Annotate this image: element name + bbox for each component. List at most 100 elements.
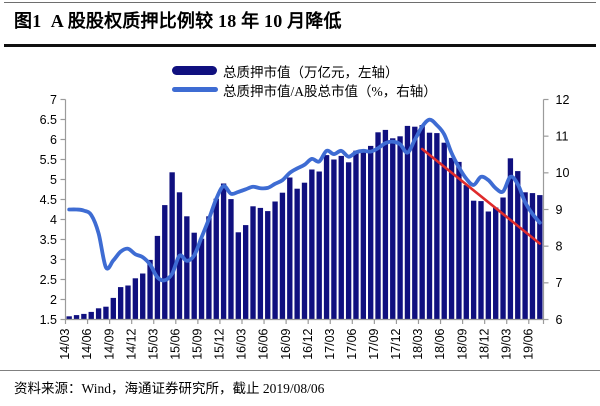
bar: [147, 259, 153, 320]
x-axis-label: 14/06: [80, 328, 94, 359]
bar: [441, 142, 447, 320]
bar: [507, 158, 514, 320]
bar: [500, 197, 506, 320]
bar: [287, 177, 293, 320]
bar: [419, 125, 425, 320]
bar: [434, 133, 440, 320]
bar: [331, 159, 337, 320]
bar: [191, 232, 197, 320]
left-axis-label: 6: [50, 133, 57, 147]
x-axis-label: 18/03: [411, 328, 425, 359]
x-axis-label: 17/12: [389, 328, 403, 359]
source-note: 资料来源：Wind，海通证券研究所，截止 2019/08/06: [14, 381, 325, 396]
bar: [537, 195, 543, 320]
left-axis-label: 5.5: [40, 153, 57, 167]
bar: [250, 206, 256, 320]
ratio-line: [67, 117, 542, 283]
bar: [235, 232, 241, 320]
legend-item-label: 总质押市值/A股总市值（%，右轴）: [223, 83, 437, 99]
bar: [103, 306, 109, 320]
x-axis-label: 16/06: [257, 328, 271, 359]
x-axis-label: 19/06: [521, 328, 535, 359]
bar: [169, 172, 175, 320]
right-axis-label: 10: [556, 166, 570, 180]
bar: [265, 211, 271, 320]
x-axis-label: 19/03: [499, 328, 513, 359]
x-axis-label: 15/09: [191, 328, 205, 359]
legend-item-pledged-value: 总质押市值（万亿元，左轴）: [172, 61, 437, 80]
legend-item-pledge-ratio: 总质押市值/A股总市值（%，右轴）: [172, 80, 437, 99]
bar: [493, 207, 499, 320]
bar: [272, 201, 278, 320]
bar: [301, 182, 308, 320]
bar: [81, 313, 87, 320]
bar: [184, 216, 190, 320]
bar: [397, 136, 403, 320]
bar: [213, 198, 219, 320]
top-divider: [4, 2, 596, 3]
x-axis-label: 16/09: [279, 328, 293, 359]
bar: [294, 188, 300, 320]
bar: [522, 192, 528, 320]
right-axis-label: 8: [556, 239, 563, 253]
bar: [360, 152, 367, 320]
x-axis-label: 17/06: [345, 328, 359, 359]
bar: [404, 125, 411, 320]
x-axis-label: 15/03: [146, 328, 160, 359]
left-axis-label: 5: [50, 173, 57, 187]
legend: 总质押市值（万亿元，左轴） 总质押市值/A股总市值（%，右轴）: [172, 61, 437, 99]
x-axis-label: 15/12: [213, 328, 227, 359]
bar: [345, 162, 352, 320]
bar: [529, 193, 536, 320]
bar: [470, 200, 477, 320]
right-axis-label: 12: [556, 93, 570, 107]
left-axis-label: 4.5: [40, 193, 57, 207]
left-axis-label: 7: [50, 93, 57, 107]
bar: [485, 211, 492, 320]
left-axis-label: 1.5: [40, 313, 57, 327]
bar: [390, 138, 396, 320]
x-axis-label: 15/06: [168, 328, 182, 359]
bar: [338, 155, 344, 320]
bar: [382, 129, 389, 320]
right-axis-label: 6: [556, 313, 563, 327]
x-axis-label: 14/12: [124, 328, 138, 359]
footer-divider: [0, 370, 600, 371]
left-axis-label: 2.5: [40, 273, 57, 287]
title-divider: [4, 44, 596, 47]
page-title: 图1 A 股股权质押比例较 18 年 10 月降低: [14, 11, 342, 31]
right-axis-label: 7: [556, 276, 563, 290]
bar: [125, 285, 131, 320]
bar: [117, 287, 124, 320]
right-axis-label: 11: [556, 129, 569, 143]
bar: [73, 315, 80, 320]
line-series-swatch: [172, 87, 218, 92]
bar: [228, 199, 234, 320]
bar: [220, 183, 227, 320]
bar: [309, 169, 315, 320]
bar: [198, 238, 205, 320]
bar: [368, 145, 374, 320]
bar: [316, 171, 322, 320]
x-axis-label: 17/09: [367, 328, 381, 359]
left-axis-label: 2: [50, 293, 57, 307]
trend-line: [420, 147, 542, 245]
bar: [426, 132, 433, 320]
bar: [95, 308, 102, 320]
left-axis-label: 6.5: [40, 113, 57, 127]
bar: [515, 171, 521, 320]
bar: [132, 278, 139, 320]
right-axis-label: 9: [556, 203, 563, 217]
bar: [279, 192, 286, 320]
x-axis-label: 14/03: [58, 328, 72, 359]
bar: [463, 185, 469, 320]
bar: [206, 216, 212, 320]
bar: [412, 126, 418, 320]
bar: [88, 311, 94, 320]
bar-series-swatch: [172, 65, 217, 76]
bar: [140, 273, 146, 320]
legend-item-label: 总质押市值（万亿元，左轴）: [223, 64, 399, 80]
x-axis-label: 17/03: [323, 328, 337, 359]
